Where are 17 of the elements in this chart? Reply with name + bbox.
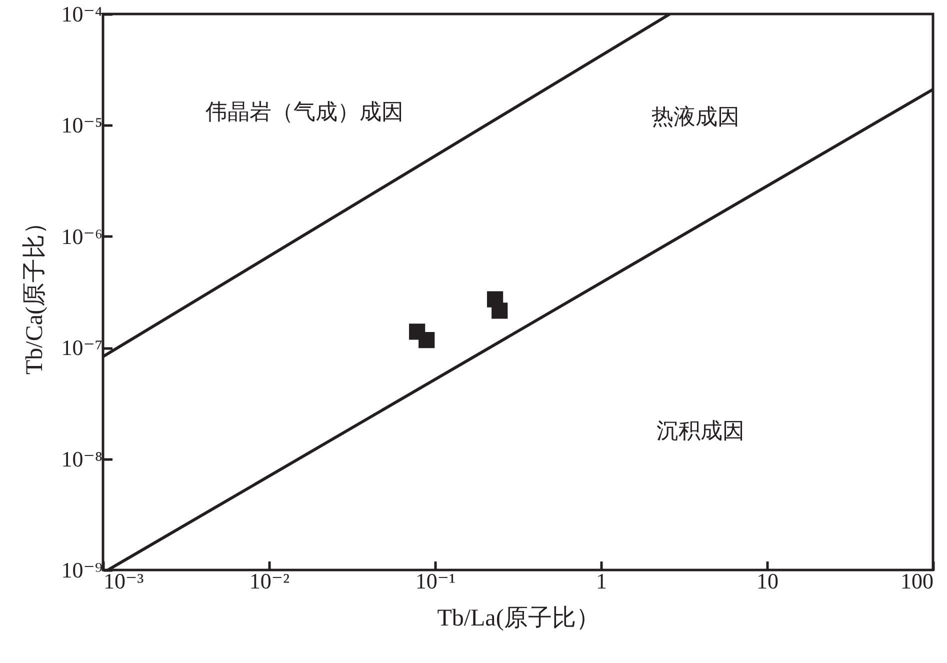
x-tick-label: 10 xyxy=(756,568,778,594)
y-tick-label: 10⁻⁹ xyxy=(61,558,103,582)
annotation: 伟晶岩（气成）成因 xyxy=(206,98,404,124)
x-tick-label: 100 xyxy=(900,568,934,594)
y-tick-label: 10⁻⁵ xyxy=(61,112,102,138)
y-tick-label: 10⁻⁷ xyxy=(61,335,102,360)
annotation: 沉积成因 xyxy=(656,418,745,443)
y-tick-label: 10⁻⁸ xyxy=(61,446,102,472)
y-axis-title: Tb/Ca(原子比） xyxy=(22,210,48,374)
x-tick-label: 1 xyxy=(596,568,607,594)
x-tick-label: 10⁻¹ xyxy=(415,568,456,594)
annotation: 热液成因 xyxy=(652,104,740,129)
y-tick-label: 10⁻⁴ xyxy=(61,2,103,26)
x-tick-label: 10⁻² xyxy=(249,568,290,594)
x-tick-label: 10⁻³ xyxy=(104,568,144,594)
y-tick-label: 10⁻⁶ xyxy=(61,224,102,249)
x-axis-title: Tb/La(原子比） xyxy=(437,606,600,632)
